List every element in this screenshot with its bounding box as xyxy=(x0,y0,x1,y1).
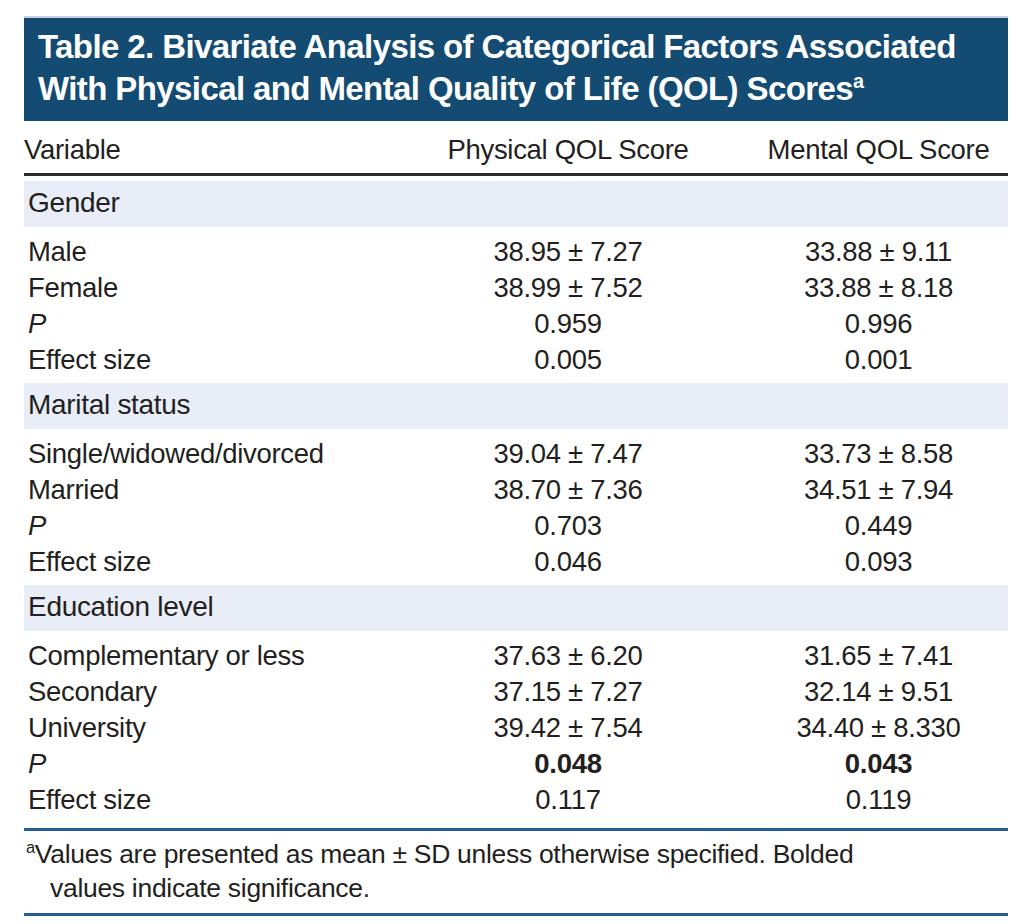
table-title: Table 2. Bivariate Analysis of Categoric… xyxy=(38,26,998,110)
mental-qol-value-significant: 0.043 xyxy=(723,746,1008,782)
table-row: P 0.959 0.996 xyxy=(24,306,1008,342)
table-row: Effect size 0.005 0.001 xyxy=(24,342,1008,378)
table-title-bar: Table 2. Bivariate Analysis of Categoric… xyxy=(24,16,1008,121)
row-label: Female xyxy=(24,270,413,306)
table-row: Male 38.95 ± 7.27 33.88 ± 9.11 xyxy=(24,234,1008,270)
row-label: Effect size xyxy=(24,342,413,378)
table-title-superscript: a xyxy=(853,70,863,92)
physical-qol-value: 38.70 ± 7.36 xyxy=(413,472,723,508)
mental-qol-value: 0.996 xyxy=(723,306,1008,342)
table-row: P 0.048 0.043 xyxy=(24,746,1008,782)
physical-qol-value: 0.046 xyxy=(413,544,723,580)
mental-qol-value: 0.093 xyxy=(723,544,1008,580)
table-title-line1: Table 2. Bivariate Analysis of Categoric… xyxy=(38,28,956,65)
mental-qol-value: 0.001 xyxy=(723,342,1008,378)
row-label: Male xyxy=(24,234,413,270)
row-label-p: P xyxy=(24,508,413,544)
row-label: Secondary xyxy=(24,674,413,710)
physical-qol-value: 38.99 ± 7.52 xyxy=(413,270,723,306)
footnote-text-line1: Values are presented as mean ± SD unless… xyxy=(35,839,854,869)
section-header-gender: Gender xyxy=(24,181,1008,227)
mental-qol-value: 0.449 xyxy=(723,508,1008,544)
physical-qol-value-significant: 0.048 xyxy=(413,746,723,782)
column-header-variable: Variable xyxy=(24,134,413,166)
footnote-line1: aValues are presented as mean ± SD unles… xyxy=(26,837,1008,871)
footnote-marker: a xyxy=(26,838,35,856)
physical-qol-value: 0.959 xyxy=(413,306,723,342)
physical-qol-value: 39.42 ± 7.54 xyxy=(413,710,723,746)
table-row: Complementary or less 37.63 ± 6.20 31.65… xyxy=(24,638,1008,674)
column-header-mental-qol: Mental QOL Score xyxy=(723,134,1008,166)
mental-qol-value: 33.88 ± 9.11 xyxy=(723,234,1008,270)
mental-qol-value: 34.51 ± 7.94 xyxy=(723,472,1008,508)
physical-qol-value: 37.63 ± 6.20 xyxy=(413,638,723,674)
mental-qol-value: 34.40 ± 8.330 xyxy=(723,710,1008,746)
bottom-rule xyxy=(24,913,1008,916)
physical-qol-value: 0.005 xyxy=(413,342,723,378)
section-header-education-level: Education level xyxy=(24,585,1008,631)
row-label-p: P xyxy=(24,746,413,782)
physical-qol-value: 37.15 ± 7.27 xyxy=(413,674,723,710)
mental-qol-value: 0.119 xyxy=(723,782,1008,818)
column-header-physical-qol: Physical QOL Score xyxy=(413,134,723,166)
row-label: Complementary or less xyxy=(24,638,413,674)
physical-qol-value: 0.703 xyxy=(413,508,723,544)
mental-qol-value: 32.14 ± 9.51 xyxy=(723,674,1008,710)
table-row: Effect size 0.117 0.119 xyxy=(24,782,1008,818)
column-header-row: Variable Physical QOL Score Mental QOL S… xyxy=(24,134,1008,173)
section-header-marital-status: Marital status xyxy=(24,383,1008,429)
table-row: Single/widowed/divorced 39.04 ± 7.47 33.… xyxy=(24,436,1008,472)
header-rule xyxy=(24,173,1008,176)
physical-qol-value: 39.04 ± 7.47 xyxy=(413,436,723,472)
physical-qol-value: 38.95 ± 7.27 xyxy=(413,234,723,270)
table-row: Effect size 0.046 0.093 xyxy=(24,544,1008,580)
table-row: Secondary 37.15 ± 7.27 32.14 ± 9.51 xyxy=(24,674,1008,710)
mental-qol-value: 31.65 ± 7.41 xyxy=(723,638,1008,674)
row-label: Married xyxy=(24,472,413,508)
mental-qol-value: 33.73 ± 8.58 xyxy=(723,436,1008,472)
table-figure: Table 2. Bivariate Analysis of Categoric… xyxy=(0,0,1028,916)
table-row: Female 38.99 ± 7.52 33.88 ± 8.18 xyxy=(24,270,1008,306)
table-footnote: aValues are presented as mean ± SD unles… xyxy=(24,831,1008,913)
row-label-p: P xyxy=(24,306,413,342)
physical-qol-value: 0.117 xyxy=(413,782,723,818)
table-title-line2: With Physical and Mental Quality of Life… xyxy=(38,70,853,107)
table-row: University 39.42 ± 7.54 34.40 ± 8.330 xyxy=(24,710,1008,746)
row-label: Effect size xyxy=(24,782,413,818)
table-row: P 0.703 0.449 xyxy=(24,508,1008,544)
footnote-text-line2: values indicate significance. xyxy=(26,871,1008,905)
mental-qol-value: 33.88 ± 8.18 xyxy=(723,270,1008,306)
row-label: University xyxy=(24,710,413,746)
row-label: Single/widowed/divorced xyxy=(24,436,413,472)
table-row: Married 38.70 ± 7.36 34.51 ± 7.94 xyxy=(24,472,1008,508)
row-label: Effect size xyxy=(24,544,413,580)
